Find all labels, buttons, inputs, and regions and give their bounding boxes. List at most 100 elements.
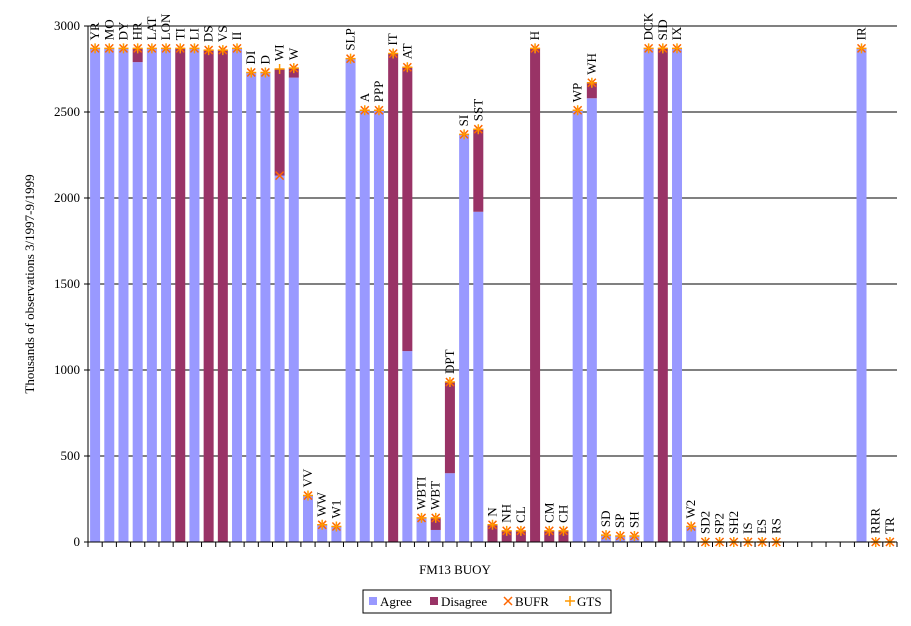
marker bbox=[430, 512, 441, 523]
bar-segment bbox=[530, 48, 541, 543]
y-tick-label: 3000 bbox=[54, 18, 80, 33]
bar-segment bbox=[104, 48, 115, 543]
bar-segment bbox=[672, 48, 683, 543]
marker bbox=[388, 48, 399, 59]
category-label: SD2 bbox=[697, 511, 712, 534]
category-label: A bbox=[357, 92, 372, 102]
marker bbox=[302, 490, 313, 501]
category-label: CL bbox=[513, 506, 528, 523]
bar-segment bbox=[558, 530, 569, 542]
marker bbox=[657, 43, 668, 54]
x-axis-title: FM13 BUOY bbox=[419, 562, 491, 577]
category-label: SLP bbox=[343, 28, 358, 50]
bar-segment bbox=[246, 72, 257, 542]
marker bbox=[146, 43, 157, 54]
y-tick-label: 0 bbox=[74, 534, 81, 549]
category-label: IS bbox=[740, 522, 755, 534]
marker bbox=[161, 43, 172, 54]
marker bbox=[416, 512, 427, 523]
category-label: SP2 bbox=[712, 513, 727, 534]
bar-segment bbox=[416, 517, 427, 542]
bar-segment bbox=[373, 110, 384, 542]
marker bbox=[402, 62, 413, 73]
bar-segment bbox=[317, 524, 328, 542]
bar-segment bbox=[302, 495, 313, 542]
category-label: H bbox=[527, 31, 542, 40]
category-label: TI bbox=[172, 28, 187, 40]
marker bbox=[175, 43, 186, 54]
category-label: HR bbox=[130, 22, 145, 40]
bar-segment bbox=[643, 48, 654, 543]
y-tick-label: 2000 bbox=[54, 190, 80, 205]
category-label: W1 bbox=[328, 500, 343, 519]
marker bbox=[615, 530, 626, 541]
category-label: TR bbox=[882, 517, 897, 534]
marker bbox=[104, 43, 115, 54]
marker bbox=[274, 64, 285, 74]
category-label: DCK bbox=[641, 12, 656, 40]
marker bbox=[345, 53, 356, 64]
marker bbox=[444, 377, 455, 388]
marker bbox=[558, 525, 569, 536]
category-label: N bbox=[485, 507, 500, 517]
category-label: IT bbox=[385, 33, 400, 45]
category-label: PPP bbox=[371, 81, 386, 103]
marker bbox=[217, 45, 228, 56]
bar-segment bbox=[232, 48, 243, 543]
bar-segment bbox=[586, 82, 597, 99]
bar-segment bbox=[203, 50, 214, 543]
category-label: IX bbox=[669, 26, 684, 40]
marker bbox=[373, 105, 384, 116]
marker bbox=[501, 525, 512, 536]
bar-segment bbox=[473, 129, 484, 212]
category-label: IR bbox=[854, 27, 869, 40]
bar-segment bbox=[90, 48, 101, 543]
category-label: II bbox=[229, 32, 244, 41]
bar-segment bbox=[132, 48, 143, 63]
category-label: SP bbox=[612, 514, 627, 528]
bar-segment bbox=[515, 530, 526, 542]
category-label: CH bbox=[555, 505, 570, 523]
category-label: WI bbox=[272, 44, 287, 61]
bar-segment bbox=[345, 58, 356, 543]
bar-segment bbox=[146, 48, 157, 543]
marker bbox=[487, 519, 498, 530]
marker bbox=[629, 530, 640, 541]
marker bbox=[515, 525, 526, 536]
category-label: SI bbox=[456, 115, 471, 127]
category-label: WBTI bbox=[414, 477, 429, 510]
marker bbox=[586, 77, 597, 88]
y-tick-label: 1000 bbox=[54, 362, 80, 377]
marker bbox=[317, 519, 328, 530]
marker bbox=[686, 521, 697, 532]
bar-segment bbox=[572, 110, 583, 542]
bar-segment bbox=[189, 48, 200, 543]
category-label: CM bbox=[541, 502, 556, 523]
bar-segment bbox=[331, 526, 342, 542]
marker bbox=[260, 67, 271, 78]
category-label: YR bbox=[87, 22, 102, 40]
legend-swatch bbox=[565, 596, 575, 606]
bar-segment bbox=[359, 110, 370, 542]
legend-label: Disagree bbox=[441, 594, 487, 609]
category-label: VS bbox=[215, 25, 230, 42]
legend-swatch bbox=[430, 597, 438, 605]
bar-segment bbox=[444, 382, 455, 474]
category-label: SH2 bbox=[726, 511, 741, 534]
bar-segment bbox=[473, 211, 484, 542]
y-tick-label: 1500 bbox=[54, 276, 80, 291]
category-label: SID bbox=[655, 19, 670, 40]
marker bbox=[856, 43, 867, 54]
y-tick-label: 500 bbox=[61, 448, 81, 463]
marker bbox=[359, 105, 370, 116]
category-label: SST bbox=[470, 99, 485, 121]
marker bbox=[530, 43, 541, 54]
bar-segment bbox=[288, 77, 299, 542]
marker bbox=[132, 43, 143, 54]
category-label: DPT bbox=[442, 349, 457, 374]
bar-segment bbox=[161, 48, 172, 543]
category-label: SD bbox=[598, 510, 613, 527]
bar-segment bbox=[430, 529, 441, 542]
bar-segment bbox=[175, 48, 186, 543]
